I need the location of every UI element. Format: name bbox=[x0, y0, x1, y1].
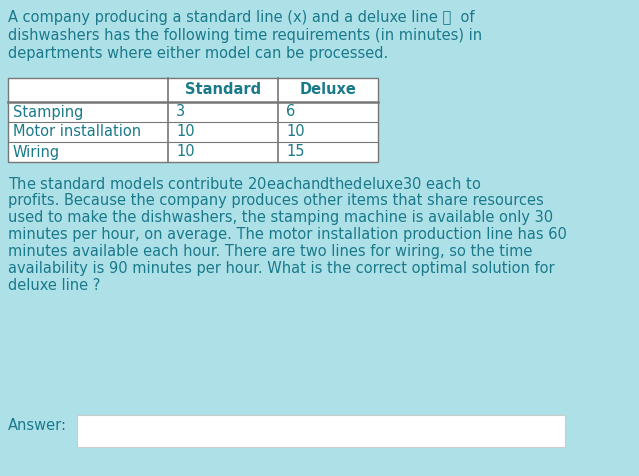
Text: The standard models contribute $20 each and the deluxe $30 each to: The standard models contribute $20 each … bbox=[8, 176, 481, 192]
Bar bbox=[77, 415, 565, 447]
Text: Standard: Standard bbox=[185, 82, 261, 98]
Text: 15: 15 bbox=[286, 145, 305, 159]
Text: departments where either model can be processed.: departments where either model can be pr… bbox=[8, 46, 389, 61]
Text: availability is 90 minutes per hour. What is the correct optimal solution for: availability is 90 minutes per hour. Wha… bbox=[8, 261, 555, 276]
Text: Answer:: Answer: bbox=[8, 418, 67, 433]
Bar bbox=[8, 78, 378, 162]
Text: Wiring: Wiring bbox=[13, 145, 60, 159]
Text: deluxe line ?: deluxe line ? bbox=[8, 278, 100, 293]
Text: 10: 10 bbox=[176, 125, 195, 139]
Text: A company producing a standard line (x) and a deluxe line 👍  of: A company producing a standard line (x) … bbox=[8, 10, 475, 25]
Text: profits. Because the company produces other items that share resources: profits. Because the company produces ot… bbox=[8, 193, 544, 208]
Text: minutes available each hour. There are two lines for wiring, so the time: minutes available each hour. There are t… bbox=[8, 244, 532, 259]
Text: 10: 10 bbox=[176, 145, 195, 159]
Text: dishwashers has the following time requirements (in minutes) in: dishwashers has the following time requi… bbox=[8, 28, 482, 43]
Text: minutes per hour, on average. The motor installation production line has 60: minutes per hour, on average. The motor … bbox=[8, 227, 567, 242]
Text: Stamping: Stamping bbox=[13, 105, 83, 119]
Text: 3: 3 bbox=[176, 105, 185, 119]
Text: 10: 10 bbox=[286, 125, 305, 139]
Text: Deluxe: Deluxe bbox=[300, 82, 357, 98]
Text: used to make the dishwashers, the stamping machine is available only 30: used to make the dishwashers, the stampi… bbox=[8, 210, 553, 225]
Text: 6: 6 bbox=[286, 105, 295, 119]
Text: Motor installation: Motor installation bbox=[13, 125, 141, 139]
